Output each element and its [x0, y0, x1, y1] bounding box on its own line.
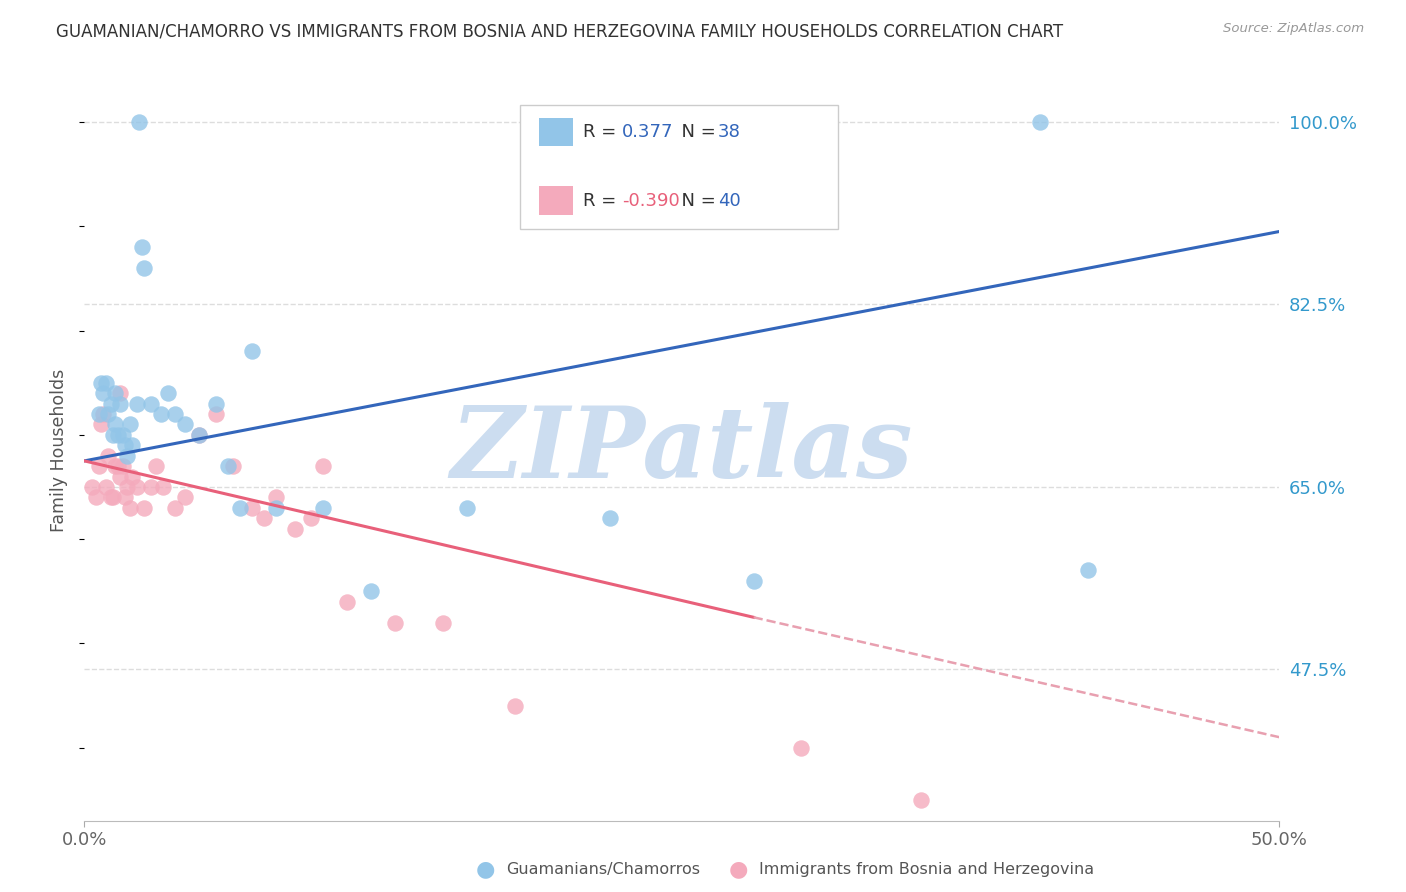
Text: 40: 40 [718, 192, 741, 210]
Point [149, 407, 172, 421]
Point [742, 574, 765, 588]
Point [264, 500, 287, 515]
Point [229, 500, 252, 515]
Point [107, 427, 129, 442]
Point [217, 459, 239, 474]
Point [110, 469, 132, 483]
Point [104, 386, 127, 401]
Text: -0.390: -0.390 [623, 192, 681, 210]
Text: Source: ZipAtlas.com: Source: ZipAtlas.com [1223, 22, 1364, 36]
Text: 38: 38 [718, 123, 741, 141]
Text: Immigrants from Bosnia and Herzegovina: Immigrants from Bosnia and Herzegovina [759, 863, 1094, 877]
Point [264, 491, 287, 505]
Point [188, 427, 211, 442]
Point [312, 500, 335, 515]
Point [132, 260, 156, 275]
Point [97, 407, 120, 421]
Point [503, 698, 526, 713]
Point [114, 438, 136, 452]
Point [240, 344, 263, 359]
Point [87, 407, 110, 421]
Point [240, 500, 263, 515]
Point [152, 480, 174, 494]
Point [790, 740, 813, 755]
Point [93, 386, 115, 401]
Point [101, 491, 124, 505]
Text: GUAMANIAN/CHAMORRO VS IMMIGRANTS FROM BOSNIA AND HERZEGOVINA FAMILY HOUSEHOLDS C: GUAMANIAN/CHAMORRO VS IMMIGRANTS FROM BO… [56, 22, 1063, 40]
Point [157, 386, 180, 401]
Point [93, 407, 115, 421]
Text: N =: N = [671, 123, 721, 141]
Point [205, 396, 228, 410]
Point [125, 396, 148, 410]
Point [284, 522, 307, 536]
Point [432, 615, 454, 630]
Point [145, 459, 167, 474]
Point [910, 793, 932, 807]
Point [128, 115, 150, 129]
Text: Guamanians/Chamorros: Guamanians/Chamorros [506, 863, 700, 877]
Point [1029, 115, 1052, 129]
Point [97, 449, 120, 463]
Point [100, 396, 122, 410]
Point [312, 459, 335, 474]
Point [111, 459, 134, 474]
Point [165, 407, 187, 421]
Point [221, 459, 243, 474]
Point [141, 480, 163, 494]
Point [141, 396, 163, 410]
Point [253, 511, 276, 525]
Point [173, 417, 195, 432]
Text: N =: N = [671, 192, 721, 210]
Point [80, 480, 103, 494]
Point [100, 491, 122, 505]
Point [360, 584, 382, 599]
Point [336, 595, 359, 609]
Text: R =: R = [583, 192, 621, 210]
Point [599, 511, 621, 525]
Text: 0.377: 0.377 [623, 123, 673, 141]
Text: ZIPatlas: ZIPatlas [451, 402, 912, 499]
Point [1077, 563, 1099, 577]
Point [86, 491, 108, 505]
Point [125, 480, 148, 494]
Point [87, 459, 110, 474]
Point [114, 491, 136, 505]
Point [205, 407, 228, 421]
Point [90, 417, 112, 432]
Point [110, 396, 132, 410]
Text: R =: R = [583, 123, 621, 141]
Point [117, 480, 139, 494]
Point [131, 240, 153, 254]
Point [121, 469, 143, 483]
Point [110, 386, 132, 401]
Point [118, 417, 141, 432]
Point [90, 376, 112, 390]
Point [301, 511, 323, 525]
Point [165, 500, 187, 515]
Point [132, 500, 156, 515]
Point [118, 500, 141, 515]
Point [94, 480, 117, 494]
Point [456, 500, 478, 515]
Point [188, 427, 211, 442]
Text: ●: ● [728, 860, 748, 880]
Y-axis label: Family Households: Family Households [51, 368, 69, 533]
Text: ●: ● [475, 860, 495, 880]
Point [104, 459, 127, 474]
Point [111, 427, 134, 442]
Point [117, 449, 139, 463]
Point [121, 438, 143, 452]
Point [104, 417, 127, 432]
Point [384, 615, 406, 630]
Point [173, 491, 195, 505]
Point [94, 376, 117, 390]
Point [107, 459, 129, 474]
Point [101, 427, 124, 442]
